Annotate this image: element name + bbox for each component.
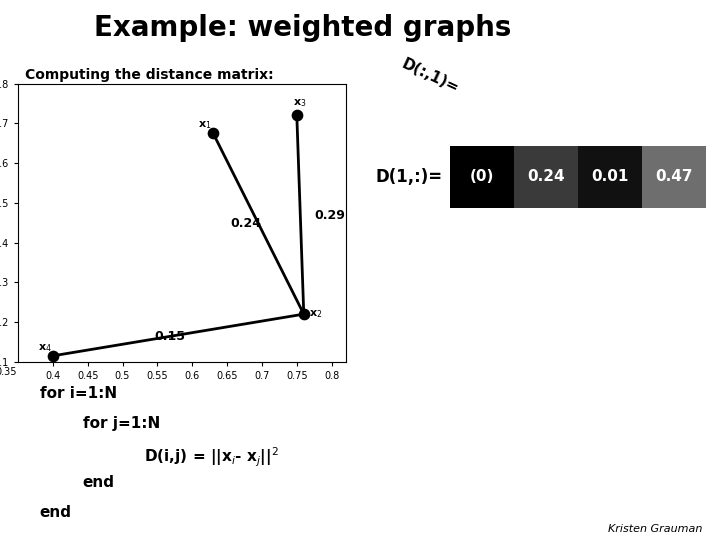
Text: 0.35: 0.35	[0, 367, 17, 377]
Text: (0): (0)	[469, 170, 494, 184]
Text: Kristen Grauman: Kristen Grauman	[608, 523, 702, 534]
Text: x$_1$: x$_1$	[198, 119, 212, 131]
Point	[291, 111, 302, 120]
Text: 0.24: 0.24	[230, 217, 261, 230]
Point	[298, 310, 310, 319]
Bar	[577, 146, 642, 208]
Text: for j=1:N: for j=1:N	[83, 416, 160, 431]
Text: end: end	[40, 505, 71, 520]
Text: for i=1:N: for i=1:N	[40, 386, 117, 401]
Bar	[514, 146, 577, 208]
Text: D(i,j) = ||x$_i$- x$_j$||$^2$: D(i,j) = ||x$_i$- x$_j$||$^2$	[144, 446, 279, 469]
Text: x$_2$: x$_2$	[310, 308, 323, 320]
Point	[207, 129, 219, 138]
Text: x$_3$: x$_3$	[293, 98, 307, 110]
Point	[47, 352, 58, 360]
Text: 0.24: 0.24	[527, 170, 564, 184]
Text: 0.01: 0.01	[591, 170, 629, 184]
Text: Example: weighted graphs: Example: weighted graphs	[94, 14, 511, 42]
Text: end: end	[83, 475, 114, 490]
Text: D(:,1)=: D(:,1)=	[400, 57, 462, 96]
Bar	[450, 146, 514, 208]
Text: Computing the distance matrix:: Computing the distance matrix:	[25, 68, 274, 82]
Text: 0.15: 0.15	[154, 330, 185, 343]
Text: 0.29: 0.29	[314, 209, 345, 222]
Bar	[642, 146, 706, 208]
Text: D(1,:)=: D(1,:)=	[376, 168, 443, 186]
Text: x$_4$: x$_4$	[37, 342, 51, 354]
Text: 0.47: 0.47	[655, 170, 693, 184]
